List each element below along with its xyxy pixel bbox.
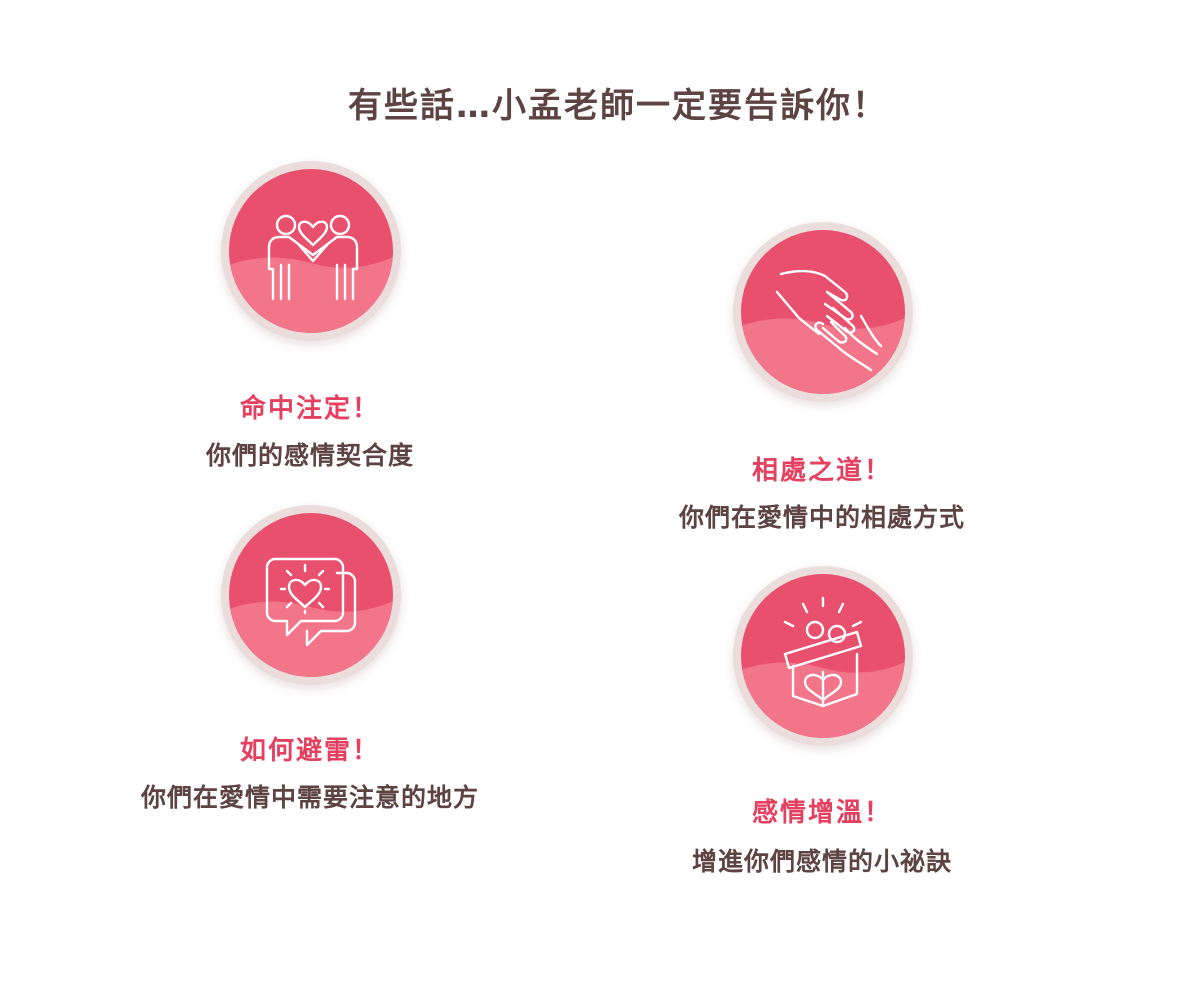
heart-gift-icon xyxy=(783,596,863,708)
heart-chat-icon xyxy=(265,557,357,647)
feature-heading: 命中注定！ xyxy=(239,394,380,424)
feature-subtitle: 你們在愛情中需要注意的地方 xyxy=(140,783,479,812)
page-title: 有些話…小孟老師一定要告訴你！ xyxy=(348,86,888,126)
couple-heart-icon xyxy=(267,214,359,301)
feature-subtitle: 你們的感情契合度 xyxy=(205,441,414,470)
helping-hands-icon xyxy=(775,270,883,372)
feature-heading: 如何避雷！ xyxy=(239,736,380,766)
feature-heading: 感情增溫！ xyxy=(751,798,892,828)
feature-heading: 相處之道！ xyxy=(751,456,892,486)
badge-getting-along xyxy=(733,222,913,402)
badge-warm-up xyxy=(733,566,913,746)
feature-subtitle: 你們在愛情中的相處方式 xyxy=(678,503,965,532)
badge-avoid-pitfalls xyxy=(221,505,401,685)
badge-destiny xyxy=(221,161,401,341)
feature-subtitle: 增進你們感情的小祕訣 xyxy=(691,847,952,876)
